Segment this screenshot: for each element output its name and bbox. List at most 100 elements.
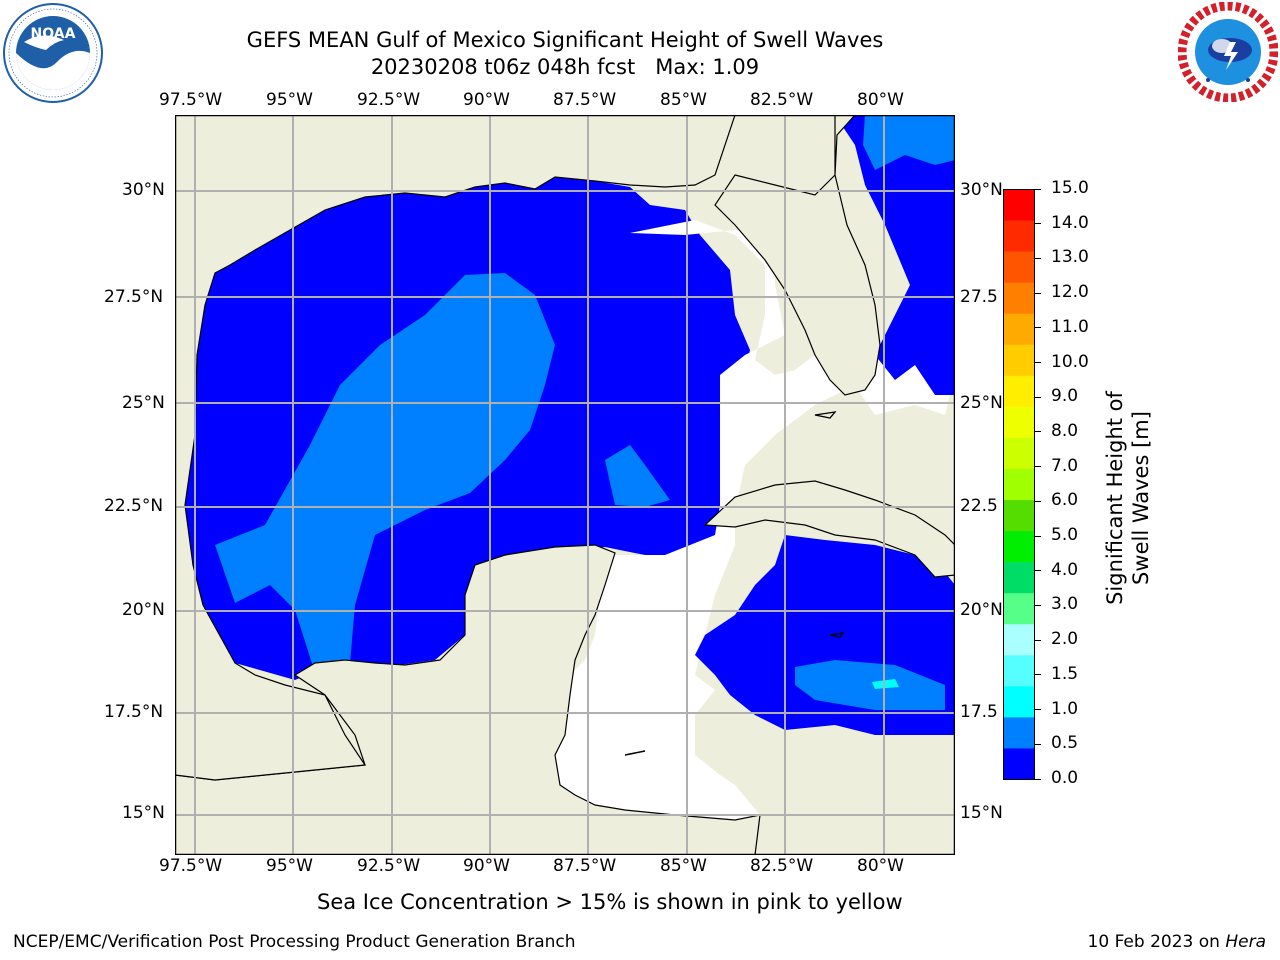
colorbar-tick-label: 6.0 <box>1051 490 1079 511</box>
lat-label-left: 15°N <box>122 803 165 823</box>
colorbar-tick-label: 3.0 <box>1051 594 1079 615</box>
cuba-land <box>703 480 954 578</box>
caribbean-swell-mid <box>795 660 945 710</box>
colorbar-tick-mark <box>1035 709 1041 711</box>
gulf-of-mexico-map <box>175 115 955 855</box>
colorbar-tick-mark <box>1035 674 1041 676</box>
colorbar-band <box>1003 375 1035 408</box>
colorbar-tick-label: 4.0 <box>1051 559 1079 580</box>
colorbar-label: Significant Height of Swell Waves [m] <box>1103 391 1153 605</box>
lat-label-right: 17.5 <box>960 702 998 722</box>
colorbar-tick-label: 11.0 <box>1051 316 1089 337</box>
lon-label-bottom: 85°W <box>660 856 707 876</box>
lon-label-top: 95°W <box>266 90 313 110</box>
chart-subtitle: 20230208 t06z 048h fcst Max: 1.09 <box>370 55 760 79</box>
colorbar-tick-label: 7.0 <box>1051 455 1079 476</box>
colorbar-tick-mark <box>1035 257 1041 259</box>
colorbar-tick-label: 2.0 <box>1051 629 1079 650</box>
footer-host: Hera <box>1225 932 1266 952</box>
lat-label-left: 25°N <box>122 393 165 413</box>
colorbar-tick-label: 12.0 <box>1051 282 1089 303</box>
colorbar-band <box>1003 624 1035 656</box>
colorbar-band <box>1003 189 1035 221</box>
lon-label-top: 92.5°W <box>357 90 421 110</box>
lon-label-bottom: 92.5°W <box>357 856 421 876</box>
lat-label-right: 25°N <box>960 393 1003 413</box>
colorbar-tick-mark <box>1035 743 1041 745</box>
colorbar-band <box>1003 313 1035 346</box>
map-gridlines <box>175 115 954 854</box>
lon-label-bottom: 82.5°W <box>750 856 814 876</box>
colorbar-tick-label: 0.0 <box>1051 768 1079 788</box>
lat-label-left: 20°N <box>122 600 165 620</box>
noaa-logo-icon: NOAA <box>3 3 103 103</box>
colorbar-tick-label: 9.0 <box>1051 386 1079 407</box>
colorbar-tick-mark <box>1035 639 1041 641</box>
sea-ice-note: Sea Ice Concentration > 15% is shown in … <box>317 890 903 914</box>
colorbar-tick-mark <box>1035 431 1041 433</box>
atlantic-swell-low <box>835 115 954 395</box>
lon-label-bottom: 80°W <box>857 856 904 876</box>
colorbar-tick-mark <box>1035 292 1041 294</box>
lon-label-top: 80°W <box>857 90 904 110</box>
gulf-swell-mid <box>605 445 670 507</box>
colorbar-tick-label: 10.0 <box>1051 351 1089 372</box>
colorbar-band <box>1003 686 1035 718</box>
lat-label-right: 30°N <box>960 180 1003 200</box>
colorbar-tick-label: 1.5 <box>1051 663 1079 684</box>
colorbar-tick-label: 1.0 <box>1051 698 1079 719</box>
colorbar-band <box>1003 282 1035 315</box>
colorbar-band <box>1003 220 1035 252</box>
colorbar-tick-label: 14.0 <box>1051 212 1089 233</box>
footer-date-text: 10 Feb 2023 on <box>1087 932 1226 952</box>
lon-label-bottom: 97.5°W <box>159 856 223 876</box>
colorbar-band <box>1003 562 1035 594</box>
lat-label-left: 27.5°N <box>104 287 164 307</box>
colorbar-tick-mark <box>1035 535 1041 537</box>
colorbar-tick-mark <box>1035 500 1041 502</box>
colorbar-tick-mark <box>1035 570 1041 572</box>
colorbar-tick-mark <box>1035 362 1041 364</box>
colorbar-tick-mark <box>1035 188 1041 190</box>
colorbar-tick-label: 5.0 <box>1051 525 1079 546</box>
colorbar-tick-label: 15.0 <box>1051 178 1089 198</box>
lat-label-left: 17.5°N <box>104 702 164 722</box>
svg-text:NOAA: NOAA <box>31 26 76 42</box>
lon-label-top: 85°W <box>660 90 707 110</box>
colorbar-tick-mark <box>1035 778 1041 780</box>
lat-label-right: 20°N <box>960 600 1003 620</box>
lon-label-bottom: 87.5°W <box>553 856 617 876</box>
lon-label-top: 90°W <box>463 90 510 110</box>
colorbar-band <box>1003 406 1035 439</box>
colorbar-tick-label: 0.5 <box>1051 733 1079 754</box>
colorbar-tick-mark <box>1035 327 1041 329</box>
lon-label-top: 82.5°W <box>750 90 814 110</box>
lat-label-right: 22.5 <box>960 496 998 516</box>
colorbar-band <box>1003 251 1035 283</box>
lat-label-left: 30°N <box>122 180 165 200</box>
caribbean-swell-high <box>872 679 899 689</box>
lon-label-bottom: 95°W <box>266 856 313 876</box>
colorbar-band <box>1003 531 1035 563</box>
colorbar-band <box>1003 655 1035 687</box>
lat-label-left: 22.5°N <box>104 496 164 516</box>
lat-label-right: 27.5 <box>960 287 998 307</box>
colorbar <box>1003 189 1035 780</box>
lon-label-bottom: 90°W <box>463 856 510 876</box>
cayman-islands <box>829 632 845 638</box>
colorbar-band <box>1003 593 1035 625</box>
colorbar-tick-label: 8.0 <box>1051 420 1079 441</box>
lat-label-right: 15°N <box>960 803 1003 823</box>
lon-label-top: 97.5°W <box>159 90 223 110</box>
colorbar-band <box>1003 500 1035 532</box>
colorbar-tick-mark <box>1035 466 1041 468</box>
map-frame <box>175 115 955 855</box>
colorbar-band <box>1003 748 1035 780</box>
footer-credit: NCEP/EMC/Verification Post Processing Pr… <box>13 932 576 952</box>
florida-keys <box>814 411 837 419</box>
colorbar-tick-label: 13.0 <box>1051 247 1089 268</box>
colorbar-band <box>1003 468 1035 501</box>
colorbar-band <box>1003 717 1035 749</box>
chart-title: GEFS MEAN Gulf of Mexico Significant Hei… <box>246 28 884 52</box>
bay-islands <box>624 750 646 756</box>
